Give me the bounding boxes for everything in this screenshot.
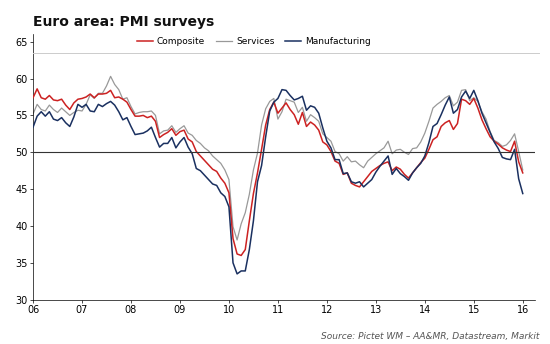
- Text: Source: Pictet WM – AA&MR, Datastream, Markit: Source: Pictet WM – AA&MR, Datastream, M…: [321, 332, 539, 341]
- Legend: Composite, Services, Manufacturing: Composite, Services, Manufacturing: [134, 34, 375, 50]
- Text: Euro area: PMI surveys: Euro area: PMI surveys: [33, 15, 214, 29]
